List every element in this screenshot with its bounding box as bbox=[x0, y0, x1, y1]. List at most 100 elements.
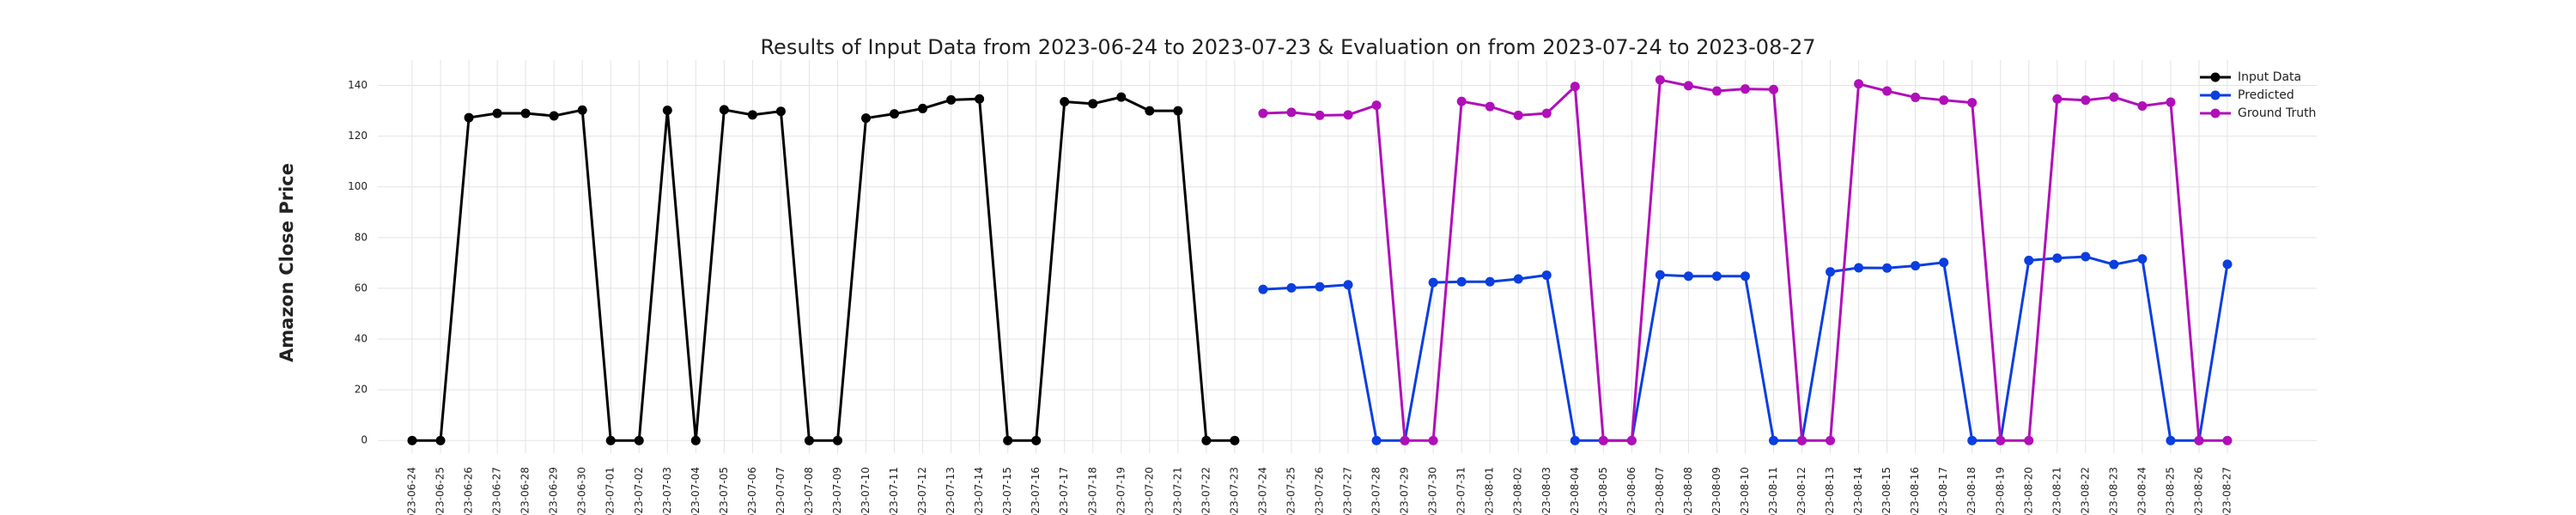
data-point bbox=[1513, 274, 1523, 284]
data-point bbox=[690, 435, 701, 445]
data-point bbox=[1854, 263, 1864, 273]
data-point bbox=[662, 106, 672, 116]
x-tick-label: 2023-08-26 bbox=[2192, 467, 2204, 515]
x-tick-label: 2023-06-25 bbox=[434, 467, 447, 515]
data-point bbox=[1031, 435, 1042, 445]
x-tick-label: 2023-07-30 bbox=[1427, 467, 1439, 515]
data-point bbox=[1343, 280, 1353, 290]
data-point bbox=[1655, 270, 1665, 280]
data-point bbox=[1740, 84, 1750, 94]
x-tick-label: 2023-08-21 bbox=[2050, 467, 2063, 515]
x-tick-label: 2023-07-31 bbox=[1455, 467, 1467, 515]
x-tick-label: 2023-07-07 bbox=[775, 467, 787, 515]
data-point bbox=[2024, 255, 2034, 265]
x-tick-label: 2023-08-20 bbox=[2022, 467, 2034, 515]
data-point bbox=[1996, 435, 2006, 445]
x-tick-label: 2023-07-12 bbox=[916, 467, 928, 515]
data-point bbox=[577, 105, 587, 115]
x-tick-label: 2023-08-03 bbox=[1540, 467, 1552, 515]
x-tick-label: 2023-07-02 bbox=[633, 467, 645, 515]
data-point bbox=[1060, 96, 1070, 106]
data-point bbox=[1116, 92, 1127, 102]
x-tick-label: 2023-06-30 bbox=[576, 467, 588, 515]
x-tick-label: 2023-08-01 bbox=[1484, 467, 1496, 515]
data-point bbox=[1371, 100, 1382, 111]
legend-marker bbox=[2210, 72, 2221, 82]
x-tick-label: 2023-08-05 bbox=[1597, 467, 1609, 515]
x-tick-label: 2023-07-08 bbox=[803, 467, 815, 515]
x-tick-label: 2023-07-17 bbox=[1058, 467, 1070, 515]
x-tick-label: 2023-08-08 bbox=[1682, 467, 1694, 515]
x-tick-label: 2023-08-19 bbox=[1994, 467, 2006, 515]
x-tick-label: 2023-07-03 bbox=[661, 467, 673, 515]
data-point bbox=[1456, 276, 1467, 287]
data-point bbox=[1201, 435, 1212, 445]
x-tick-label: 2023-08-27 bbox=[2221, 467, 2233, 515]
data-point bbox=[946, 94, 957, 105]
data-point bbox=[861, 113, 871, 124]
x-tick-label: 2023-07-05 bbox=[718, 467, 730, 515]
x-tick-label: 2023-07-22 bbox=[1200, 467, 1212, 515]
x-tick-label: 2023-06-29 bbox=[548, 467, 560, 515]
data-point bbox=[1315, 110, 1325, 120]
x-tick-label: 2023-06-26 bbox=[463, 467, 475, 515]
x-tick-label: 2023-07-23 bbox=[1228, 467, 1240, 515]
data-point bbox=[1655, 75, 1665, 85]
data-point bbox=[975, 94, 985, 104]
data-point bbox=[2137, 100, 2148, 111]
data-point bbox=[1428, 435, 1438, 445]
y-axis-label: Amazon Close Price bbox=[276, 163, 297, 362]
series-line bbox=[412, 95, 1235, 442]
data-point bbox=[1315, 282, 1325, 292]
data-point bbox=[1456, 96, 1467, 106]
x-tick-label: 2023-07-04 bbox=[690, 467, 702, 515]
y-tick-label: 60 bbox=[355, 282, 368, 294]
y-tick-label: 0 bbox=[361, 434, 368, 446]
data-point bbox=[1173, 106, 1183, 116]
data-point bbox=[1967, 98, 1978, 108]
x-tick-label: 2023-07-06 bbox=[746, 467, 758, 515]
data-point bbox=[1711, 86, 1722, 96]
data-point bbox=[1911, 92, 1921, 102]
data-point bbox=[2081, 95, 2091, 106]
data-point bbox=[2166, 435, 2176, 445]
data-point bbox=[1371, 435, 1382, 445]
data-point bbox=[1882, 263, 1893, 273]
x-tick-label: 2023-07-01 bbox=[605, 467, 617, 515]
x-tick-label: 2023-06-28 bbox=[519, 467, 532, 515]
x-tick-label: 2023-08-22 bbox=[2079, 467, 2091, 515]
data-point bbox=[2137, 254, 2148, 264]
data-point bbox=[1570, 435, 1580, 445]
x-tick-label: 2023-07-28 bbox=[1370, 467, 1382, 515]
data-point bbox=[1769, 435, 1778, 445]
x-tick-label: 2023-07-18 bbox=[1086, 467, 1098, 515]
x-tick-label: 2023-07-24 bbox=[1256, 467, 1268, 515]
x-tick-label: 2023-06-27 bbox=[491, 467, 503, 515]
x-tick-label: 2023-08-09 bbox=[1710, 467, 1722, 515]
x-tick-label: 2023-08-13 bbox=[1824, 467, 1836, 515]
data-point bbox=[1769, 84, 1778, 94]
x-tick-label: 2023-08-11 bbox=[1767, 467, 1779, 515]
x-tick-label: 2023-08-24 bbox=[2136, 467, 2148, 515]
x-tick-label: 2023-08-15 bbox=[1880, 467, 1893, 515]
data-point bbox=[435, 435, 446, 445]
x-tick-label: 2023-08-17 bbox=[1937, 467, 1949, 515]
legend-label: Predicted bbox=[2238, 88, 2294, 102]
x-tick-label: 2023-08-16 bbox=[1909, 467, 1921, 515]
data-point bbox=[407, 435, 417, 445]
data-point bbox=[832, 435, 842, 445]
y-tick-label: 100 bbox=[348, 180, 368, 192]
x-tick-label: 2023-08-10 bbox=[1739, 467, 1751, 515]
data-point bbox=[1088, 99, 1098, 109]
legend-label: Ground Truth bbox=[2238, 106, 2316, 120]
data-point bbox=[747, 110, 757, 120]
data-point bbox=[1854, 79, 1864, 89]
data-point bbox=[890, 109, 900, 119]
y-tick-label: 40 bbox=[355, 333, 368, 345]
data-point bbox=[549, 111, 559, 121]
data-point bbox=[2052, 94, 2063, 104]
data-point bbox=[1145, 106, 1155, 116]
x-tick-label: 2023-07-13 bbox=[945, 467, 957, 515]
data-point bbox=[1485, 101, 1495, 112]
x-tick-label: 2023-08-06 bbox=[1625, 467, 1637, 515]
